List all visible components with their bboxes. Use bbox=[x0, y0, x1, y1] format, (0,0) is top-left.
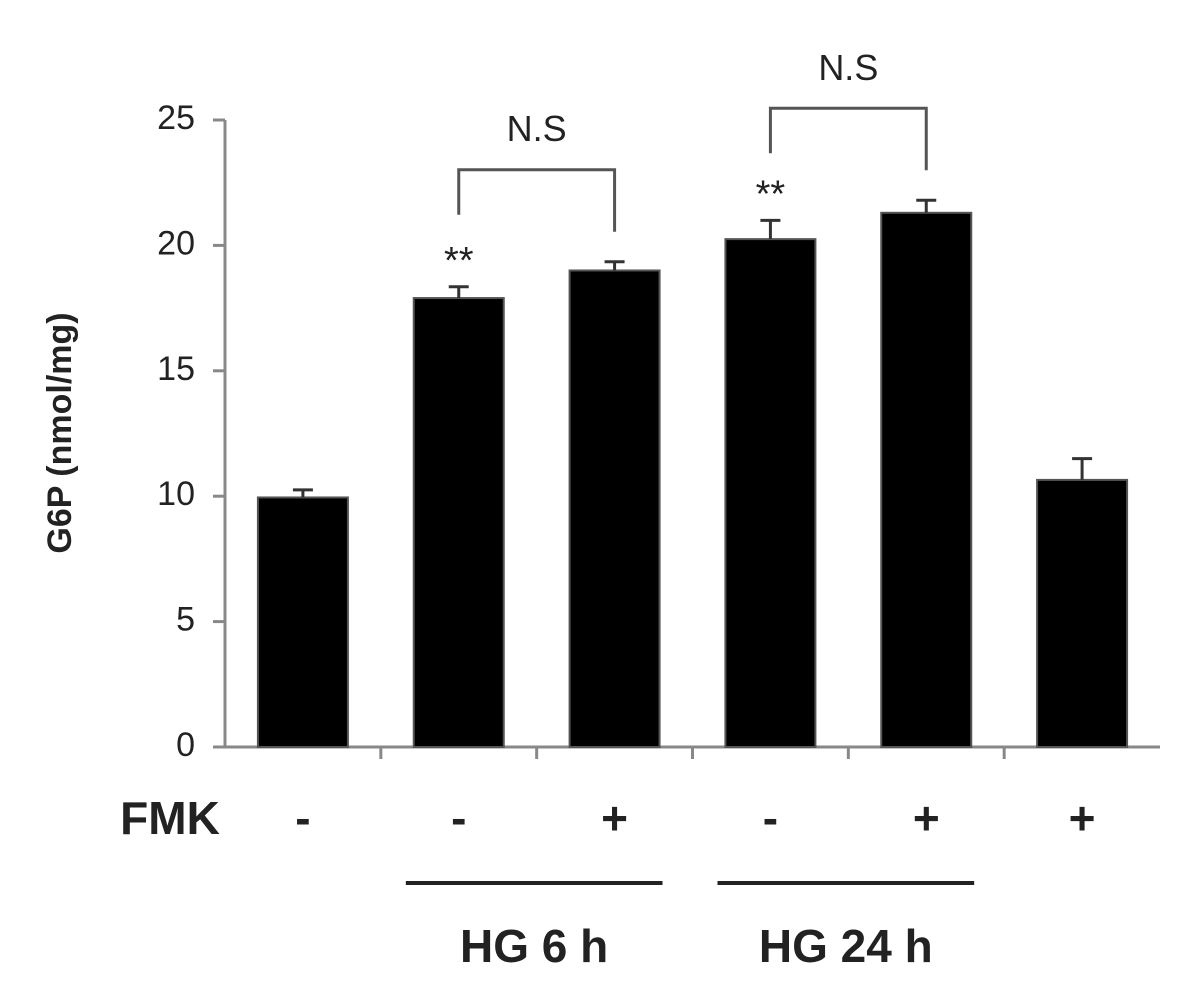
y-tick-label: 25 bbox=[157, 99, 195, 137]
category-label: + bbox=[601, 792, 628, 844]
bracket-label: N.S bbox=[818, 47, 878, 88]
y-axis-label: G6P (nmol/mg) bbox=[41, 312, 79, 553]
y-tick-label: 10 bbox=[157, 475, 195, 513]
bracket-label: N.S bbox=[507, 108, 567, 149]
bar bbox=[1036, 478, 1129, 748]
bracket bbox=[457, 168, 617, 232]
bracket bbox=[768, 106, 928, 171]
y-tick-label: 15 bbox=[157, 350, 195, 388]
significance-mark: ** bbox=[444, 240, 474, 282]
category-label: - bbox=[295, 792, 310, 844]
row-label: FMK bbox=[120, 792, 220, 844]
bar bbox=[880, 211, 973, 748]
bar bbox=[256, 496, 349, 749]
category-label: + bbox=[913, 792, 940, 844]
category-label: + bbox=[1069, 792, 1096, 844]
group-label: HG 6 h bbox=[460, 920, 608, 972]
category-label: - bbox=[763, 792, 778, 844]
category-label: - bbox=[451, 792, 466, 844]
bar bbox=[568, 269, 661, 748]
bar bbox=[724, 238, 817, 748]
group-label: HG 24 h bbox=[759, 920, 933, 972]
y-tick-label: 5 bbox=[176, 601, 195, 639]
bar bbox=[412, 297, 505, 748]
y-tick-label: 0 bbox=[176, 726, 195, 764]
significance-mark: ** bbox=[756, 173, 786, 215]
y-tick-label: 20 bbox=[157, 224, 195, 262]
